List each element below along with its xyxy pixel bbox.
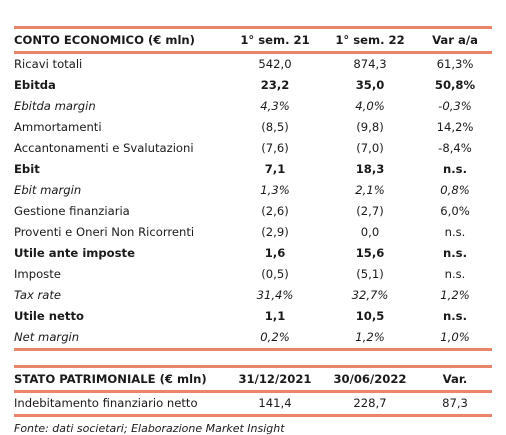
row-value-1: (2,6) [261, 204, 289, 218]
row-value-1: 1,1 [264, 309, 286, 323]
income-statement-body: Ricavi totali 542,0 874,3 61,3% Ebitda 23,2 35… [14, 54, 492, 348]
row-value-1: 1,3% [260, 183, 290, 197]
table-row: Gestione finanziaria (2,6) (2,7) 6,0% [14, 201, 492, 222]
table-row: Ebit 7,1 18,3 n.s. [14, 159, 492, 180]
row-value-change: 87,3 [442, 396, 468, 410]
balance-header-var: Var. [442, 372, 468, 386]
row-value-change: -8,4% [438, 141, 472, 155]
row-value-change: 50,8% [434, 78, 476, 92]
row-value-2: 15,6 [355, 246, 385, 260]
table-row: Ammortamenti (8,5) (9,8) 14,2% [14, 117, 492, 138]
row-value-1: (0,5) [261, 267, 289, 281]
row-value-1: (2,9) [261, 225, 289, 239]
table-row: Proventi e Oneri Non Ricorrenti (2,9) 0,0 n… [14, 222, 492, 243]
balance-header-2022: 30/06/2022 [333, 372, 407, 386]
row-value-change: n.s. [443, 246, 467, 260]
income-header-h1-21: 1° sem. 21 [240, 33, 310, 47]
table-row: Ebitda 23,2 35,0 50,8% [14, 75, 492, 96]
row-label: Ricavi totali [14, 57, 83, 71]
row-value-change: n.s. [443, 162, 467, 176]
row-value-2: 35,0 [355, 78, 385, 92]
row-value-1: (7,6) [261, 141, 289, 155]
row-value-2: 4,0% [355, 99, 385, 113]
row-value-change: 1,2% [440, 288, 470, 302]
source-note: Fonte: dati societari; Elaborazione Mark… [14, 422, 285, 435]
row-value-2: 0,0 [360, 225, 380, 239]
balance-header-row: STATO PATRIMONIALE (€ mln) 31/12/2021 30… [14, 368, 492, 390]
row-value-change: n.s. [444, 225, 466, 239]
table-row: Net margin 0,2% 1,2% 1,0% [14, 327, 492, 348]
row-label: Utile ante imposte [14, 246, 135, 260]
table-row: Utile ante imposte 1,6 15,6 n.s. [14, 243, 492, 264]
row-value-2: 2,1% [355, 183, 385, 197]
row-value-1: 0,2% [260, 330, 290, 344]
table-row: Ebit margin 1,3% 2,1% 0,8% [14, 180, 492, 201]
row-value-2: 874,3 [353, 57, 387, 71]
row-value-1: 141,4 [258, 396, 292, 410]
row-value-2: (2,7) [356, 204, 384, 218]
table-row: Imposte (0,5) (5,1) n.s. [14, 264, 492, 285]
table-row: Ricavi totali 542,0 874,3 61,3% [14, 54, 492, 75]
row-label: Gestione finanziaria [14, 204, 130, 218]
financial-tables: CONTO ECONOMICO (€ mln) 1° sem. 21 1° se… [14, 0, 492, 435]
row-value-2: (5,1) [356, 267, 384, 281]
table-row: Tax rate 31,4% 32,7% 1,2% [14, 285, 492, 306]
top-rule-income [14, 26, 492, 29]
table-row: Utile netto 1,1 10,5 n.s. [14, 306, 492, 327]
row-value-change: n.s. [443, 309, 467, 323]
row-value-change: 1,0% [440, 330, 470, 344]
row-value-change: 14,2% [436, 120, 474, 134]
balance-sheet-table: STATO PATRIMONIALE (€ mln) 31/12/2021 30… [14, 368, 492, 390]
row-value-1: 31,4% [256, 288, 294, 302]
row-value-change: 0,8% [440, 183, 470, 197]
header-rule-income [14, 51, 492, 54]
row-label: Ebit [14, 162, 40, 176]
row-label: Ebitda margin [14, 99, 96, 113]
row-value-2: 228,7 [353, 396, 387, 410]
row-value-change: 6,0% [440, 204, 470, 218]
top-rule-balance [14, 365, 492, 368]
header-rule-balance [14, 390, 492, 393]
row-value-change: n.s. [444, 267, 466, 281]
balance-header-label: STATO PATRIMONIALE (€ mln) [14, 372, 207, 386]
row-value-change: -0,3% [438, 99, 472, 113]
row-value-1: 542,0 [258, 57, 292, 71]
row-label: Ammortamenti [14, 120, 102, 134]
income-header-label: CONTO ECONOMICO (€ mln) [14, 33, 195, 47]
row-label: Accantonamenti e Svalutazioni [14, 141, 194, 155]
table-row: Indebitamento finanziario netto 141,4 228,… [14, 393, 492, 414]
row-value-1: 4,3% [260, 99, 290, 113]
row-label: Proventi e Oneri Non Ricorrenti [14, 225, 195, 239]
row-label: Ebit margin [14, 183, 82, 197]
row-value-2: (7,0) [356, 141, 384, 155]
bottom-rule-balance [14, 414, 492, 417]
row-label: Indebitamento finanziario netto [14, 396, 198, 410]
balance-sheet-body: Indebitamento finanziario netto 141,4 228,… [14, 393, 492, 414]
row-value-1: 23,2 [260, 78, 290, 92]
table-row: Ebitda margin 4,3% 4,0% -0,3% [14, 96, 492, 117]
row-value-2: 32,7% [351, 288, 389, 302]
row-value-1: (8,5) [261, 120, 289, 134]
income-statement-table: CONTO ECONOMICO (€ mln) 1° sem. 21 1° se… [14, 29, 492, 51]
income-header-row: CONTO ECONOMICO (€ mln) 1° sem. 21 1° se… [14, 29, 492, 51]
row-value-change: 61,3% [436, 57, 474, 71]
row-label: Imposte [14, 267, 61, 281]
row-label: Utile netto [14, 309, 84, 323]
row-value-2: 18,3 [355, 162, 385, 176]
income-header-h1-22: 1° sem. 22 [335, 33, 405, 47]
row-value-2: 10,5 [355, 309, 385, 323]
income-header-var: Var a/a [432, 33, 478, 47]
row-value-1: 1,6 [264, 246, 286, 260]
row-value-2: (9,8) [356, 120, 384, 134]
row-value-2: 1,2% [355, 330, 385, 344]
row-value-1: 7,1 [264, 162, 286, 176]
row-label: Ebitda [14, 78, 56, 92]
table-row: Accantonamenti e Svalutazioni (7,6) (7,0) -… [14, 138, 492, 159]
row-label: Tax rate [14, 288, 62, 302]
row-label: Net margin [14, 330, 80, 344]
balance-header-2021: 31/12/2021 [238, 372, 312, 386]
bottom-rule-income [14, 348, 492, 351]
